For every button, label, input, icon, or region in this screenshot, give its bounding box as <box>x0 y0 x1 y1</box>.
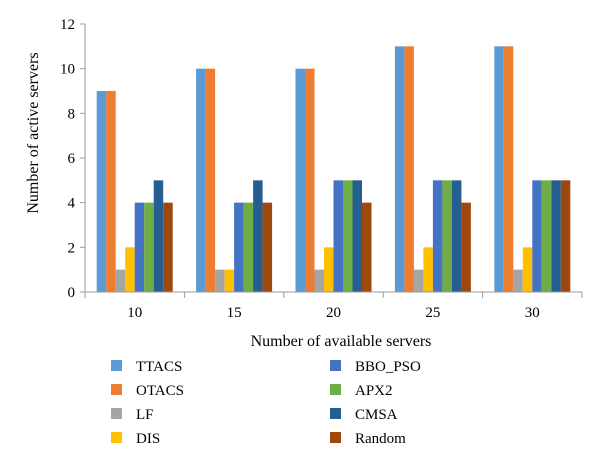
legend-label-random: Random <box>355 431 406 447</box>
legend-swatch-ttacs <box>111 360 122 371</box>
legend-swatch-cmsa <box>330 408 341 419</box>
bar-dis-10 <box>125 247 135 292</box>
bar-otacs-20 <box>305 68 315 293</box>
y-axis-title: Number of active servers <box>25 52 42 213</box>
bar-random-15 <box>262 202 273 292</box>
bar-cmsa-10 <box>153 180 164 292</box>
bar-otacs-15 <box>205 68 216 293</box>
legend-label-cmsa: CMSA <box>355 407 398 423</box>
bar-random-30 <box>560 180 571 292</box>
x-tick-label: 30 <box>525 305 540 321</box>
bar-apx2-10 <box>144 202 154 292</box>
y-tick-label: 6 <box>68 151 76 167</box>
bar-ttacs-25 <box>394 46 405 293</box>
bar-cmsa-20 <box>352 180 362 292</box>
x-tick-label: 25 <box>425 305 440 321</box>
legend-swatch-otacs <box>111 384 122 395</box>
y-tick-label: 4 <box>68 196 76 212</box>
bar-random-10 <box>163 202 173 292</box>
bar-otacs-30 <box>503 46 514 293</box>
bar-cmsa-30 <box>551 180 561 292</box>
bar-apx2-30 <box>541 180 552 292</box>
bar-random-20 <box>362 202 372 292</box>
bar-bbo-pso-25 <box>432 180 443 292</box>
legend-label-apx2: APX2 <box>355 383 393 399</box>
legend-swatch-bbo-pso <box>330 360 341 371</box>
legend-label-dis: DIS <box>136 431 160 447</box>
bar-dis-30 <box>522 247 533 292</box>
y-tick-label: 0 <box>68 285 76 301</box>
y-tick-label: 8 <box>68 106 76 122</box>
bar-apx2-20 <box>343 180 353 292</box>
bar-bbo-pso-30 <box>532 180 542 292</box>
x-axis-title: Number of available servers <box>251 333 432 350</box>
bar-otacs-10 <box>106 91 116 292</box>
x-tick-label: 20 <box>326 305 341 321</box>
bar-dis-20 <box>324 247 334 292</box>
legend-label-lf: LF <box>136 407 154 423</box>
legend-swatch-apx2 <box>330 384 341 395</box>
bar-cmsa-15 <box>253 180 263 292</box>
bar-lf-10 <box>115 269 126 292</box>
x-tick-label: 15 <box>227 305 242 321</box>
bar-bbo-pso-10 <box>134 202 145 292</box>
y-tick-label: 12 <box>60 17 75 33</box>
bar-bbo-pso-15 <box>234 202 244 292</box>
bar-random-25 <box>461 202 471 292</box>
legend-swatch-lf <box>111 408 122 419</box>
bar-apx2-25 <box>442 180 452 292</box>
bar-apx2-15 <box>243 202 254 292</box>
legend-label-ttacs: TTACS <box>136 359 182 375</box>
bar-ttacs-30 <box>494 46 504 293</box>
bar-lf-25 <box>413 269 424 292</box>
bar-lf-15 <box>215 269 225 292</box>
y-tick-label: 2 <box>68 240 76 256</box>
x-axis-ticks: 10 15 20 25 30 <box>84 292 583 321</box>
legend-swatch-dis <box>111 432 122 443</box>
x-tick-label: 10 <box>127 305 142 321</box>
legend-swatch-random <box>330 432 341 443</box>
legend-label-otacs: OTACS <box>136 383 184 399</box>
bar-otacs-25 <box>404 46 414 293</box>
bar-ttacs-10 <box>96 91 107 292</box>
legend-label-bbo-pso: BBO_PSO <box>355 359 421 375</box>
y-axis-ticks: 0 2 4 6 8 10 12 <box>60 17 85 301</box>
bar-dis-25 <box>423 247 433 292</box>
y-tick-label: 10 <box>60 62 75 78</box>
bar-ttacs-15 <box>196 68 206 293</box>
bar-bbo-pso-20 <box>333 180 343 292</box>
bar-lf-30 <box>513 269 523 292</box>
bar-ttacs-20 <box>295 68 305 293</box>
bar-lf-20 <box>314 269 324 292</box>
bar-dis-15 <box>224 269 235 292</box>
axes <box>84 24 582 293</box>
bar-cmsa-25 <box>451 180 462 292</box>
legend: TTACS OTACS LF DIS BBO_PSO APX2 CMSA Random <box>111 359 421 447</box>
bars <box>96 46 571 293</box>
